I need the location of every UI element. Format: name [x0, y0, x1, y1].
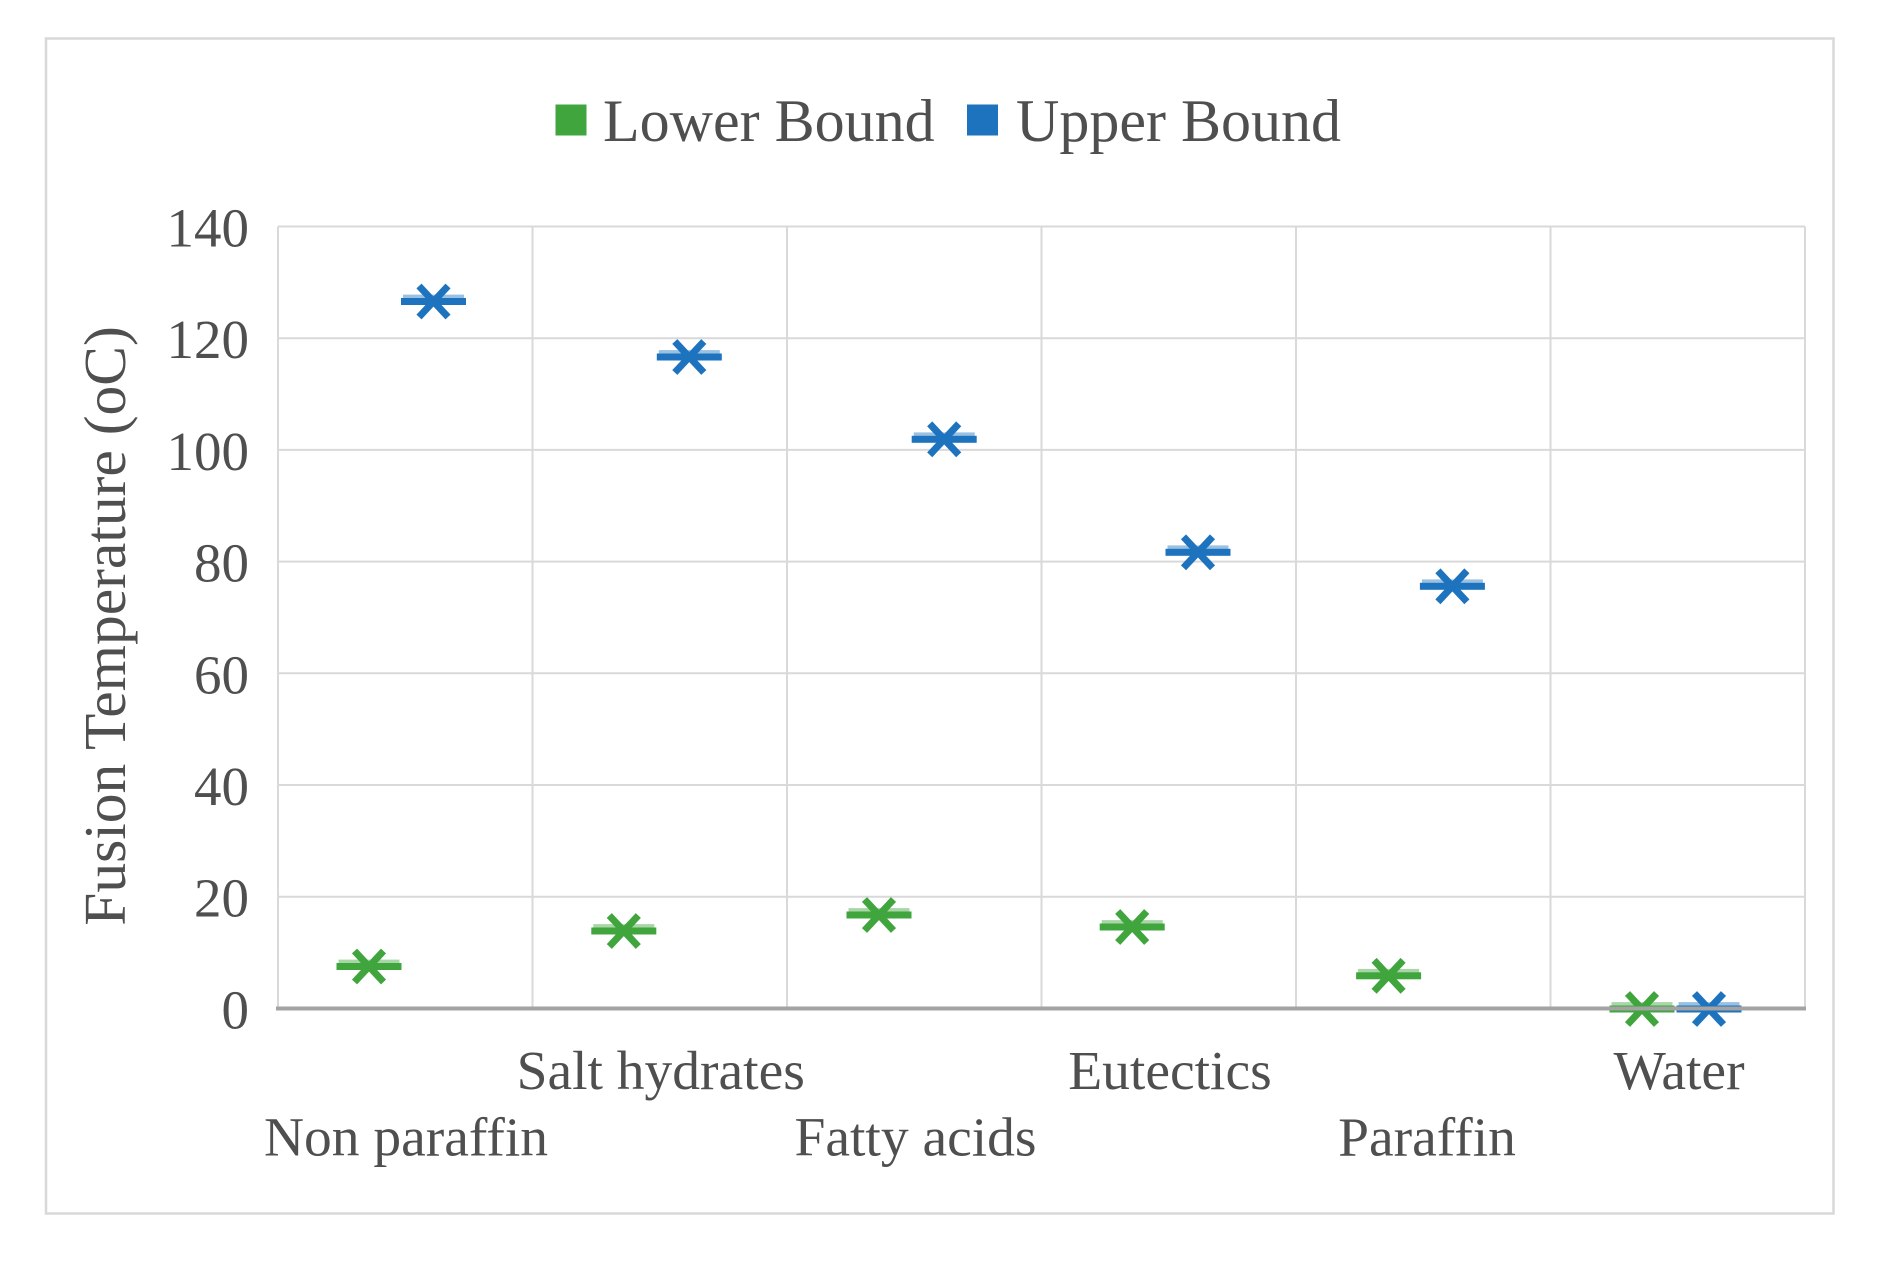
- svg-text:Fatty acids: Fatty acids: [795, 1108, 1037, 1169]
- svg-text:80: 80: [194, 533, 249, 594]
- svg-text:100: 100: [167, 421, 250, 482]
- svg-text:Eutectics: Eutectics: [1068, 1041, 1271, 1102]
- svg-text:120: 120: [167, 309, 250, 370]
- svg-text:20: 20: [194, 868, 249, 929]
- svg-text:Water: Water: [1613, 1041, 1744, 1102]
- svg-text:Non paraffin: Non paraffin: [264, 1108, 548, 1169]
- svg-text:40: 40: [194, 756, 249, 817]
- svg-text:Fusion Temperature (oC): Fusion Temperature (oC): [72, 326, 138, 926]
- svg-text:0: 0: [222, 979, 250, 1040]
- svg-text:Lower Bound: Lower Bound: [603, 88, 935, 154]
- svg-text:140: 140: [167, 198, 250, 259]
- svg-text:60: 60: [194, 644, 249, 705]
- svg-text:Paraffin: Paraffin: [1338, 1108, 1516, 1169]
- svg-text:Upper Bound: Upper Bound: [1016, 88, 1341, 154]
- svg-text:Salt hydrates: Salt hydrates: [517, 1041, 805, 1102]
